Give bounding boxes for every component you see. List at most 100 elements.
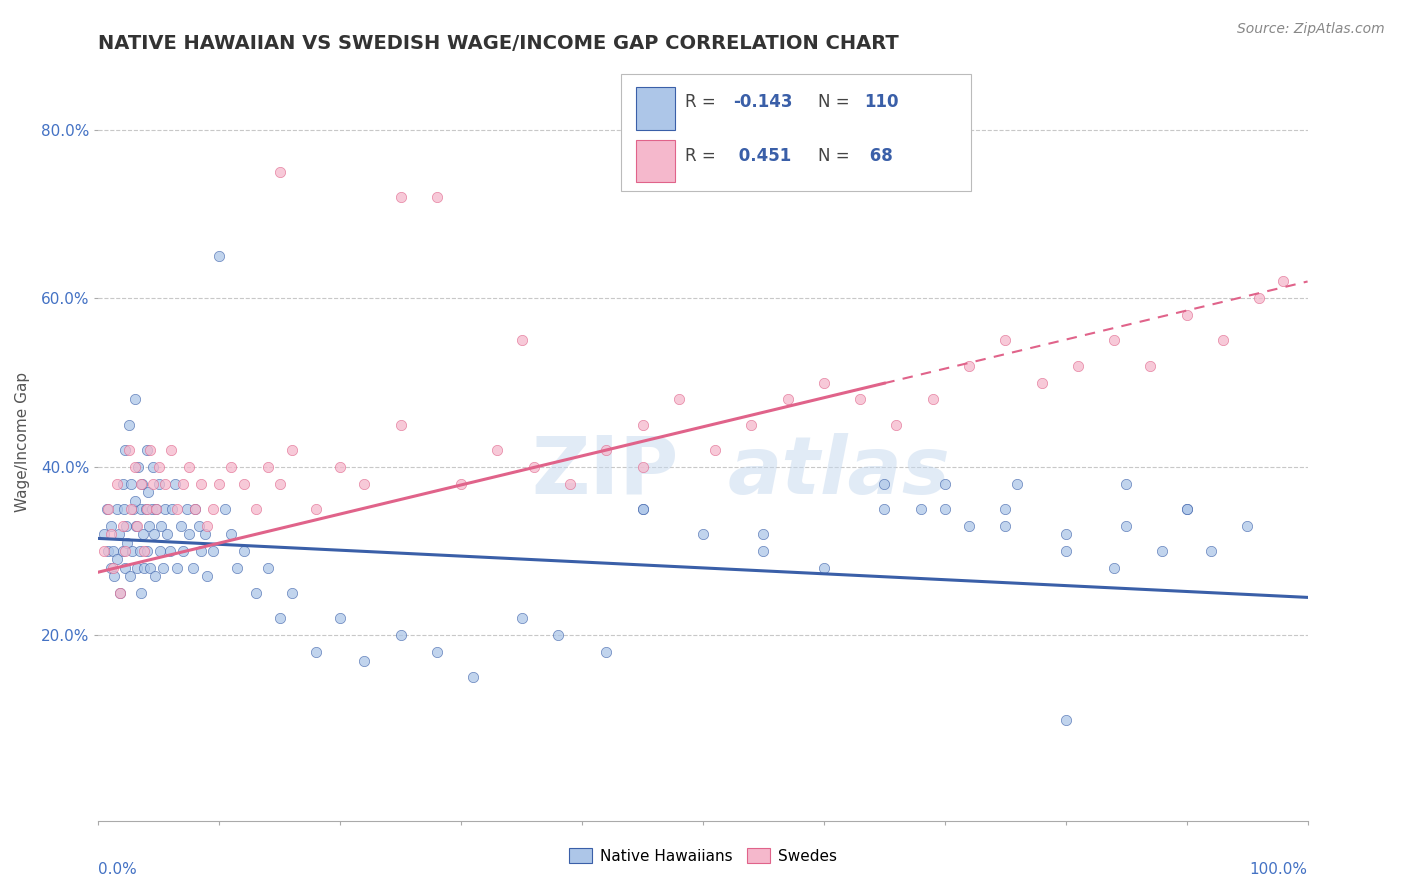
Point [994,502,1017,516]
Point [156,527,179,541]
Point [112,502,135,516]
Point [994,334,1017,348]
Point [873,502,896,516]
Text: 100.0%: 100.0% [1250,863,1308,878]
Point [752,527,775,541]
Point [595,442,617,457]
Point [426,190,449,204]
Point [148,476,170,491]
Point [692,527,714,541]
Point [115,518,138,533]
Point [129,502,152,516]
Point [153,476,176,491]
Point [176,502,198,516]
Point [934,476,956,491]
Point [135,502,157,516]
FancyBboxPatch shape [637,87,675,129]
Point [208,476,231,491]
Point [813,561,835,575]
Point [281,442,304,457]
Point [114,442,136,457]
Point [100,561,122,575]
Point [214,502,236,516]
Point [108,586,131,600]
Point [124,392,146,407]
Point [105,502,128,516]
Point [1175,502,1198,516]
Point [122,502,145,516]
Point [776,392,799,407]
Point [187,518,209,533]
Point [152,561,174,575]
Point [1272,275,1295,289]
Point [153,502,176,516]
Text: atlas: atlas [727,433,950,511]
Point [114,544,136,558]
Point [226,561,249,575]
Point [305,645,328,659]
Point [873,476,896,491]
Point [159,544,181,558]
Point [595,645,617,659]
Point [547,628,569,642]
Legend: Native Hawaiians, Swedes: Native Hawaiians, Swedes [562,842,844,870]
Point [752,544,775,558]
Point [108,527,131,541]
Point [139,561,162,575]
Point [117,535,139,549]
Point [463,670,485,684]
Text: 0.451: 0.451 [734,146,792,165]
Point [172,476,194,491]
Point [132,527,155,541]
Point [1139,359,1161,373]
Point [179,459,201,474]
Point [96,502,118,516]
Point [160,442,183,457]
Point [1212,334,1234,348]
FancyBboxPatch shape [621,74,972,191]
Point [124,459,146,474]
Point [353,654,375,668]
Point [127,561,149,575]
Point [486,442,509,457]
Point [136,485,159,500]
Point [97,544,120,558]
Point [631,502,654,516]
Text: 0.0%: 0.0% [98,863,138,878]
Point [135,544,157,558]
Point [886,417,908,432]
Point [704,442,727,457]
Point [813,376,835,390]
Point [202,544,225,558]
Point [1175,308,1198,322]
Point [190,544,212,558]
Text: N =: N = [818,146,849,165]
Point [93,544,115,558]
Text: -0.143: -0.143 [734,93,793,111]
Point [269,165,291,179]
Point [1054,544,1077,558]
Point [450,476,472,491]
Point [195,569,218,583]
Point [145,502,167,516]
Point [668,392,690,407]
Point [129,476,152,491]
Point [129,586,152,600]
Point [111,544,134,558]
Point [194,527,217,541]
Point [921,392,943,407]
Point [195,518,218,533]
Text: 68: 68 [863,146,893,165]
Point [1115,476,1137,491]
Point [256,459,278,474]
Point [143,527,166,541]
Point [114,561,136,575]
Point [124,493,146,508]
Point [269,476,291,491]
Point [125,518,148,533]
Point [957,359,980,373]
Point [910,502,932,516]
Point [142,476,165,491]
Point [389,417,412,432]
Point [139,442,162,457]
